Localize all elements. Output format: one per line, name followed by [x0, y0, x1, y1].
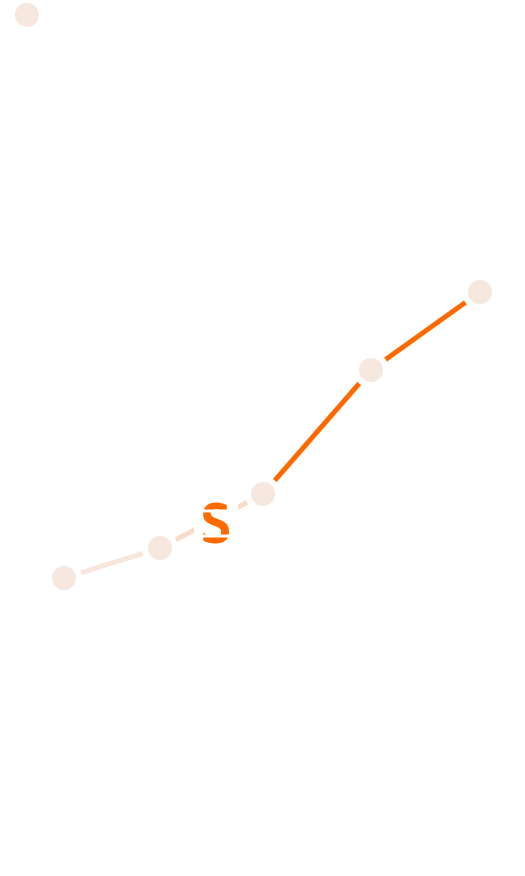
node: [46, 560, 82, 596]
node: [9, 0, 45, 33]
logo-glyph: S: [200, 493, 233, 556]
node: [245, 476, 281, 512]
logo-backdrop: [194, 498, 238, 548]
path-nodes: [9, 0, 498, 596]
path-segment-active: [261, 368, 373, 496]
path-segment-active: [369, 289, 482, 373]
node: [462, 274, 498, 310]
logo-cuts: [192, 509, 240, 538]
node: [142, 530, 178, 566]
node: [353, 352, 389, 388]
path-lines: [63, 289, 482, 581]
